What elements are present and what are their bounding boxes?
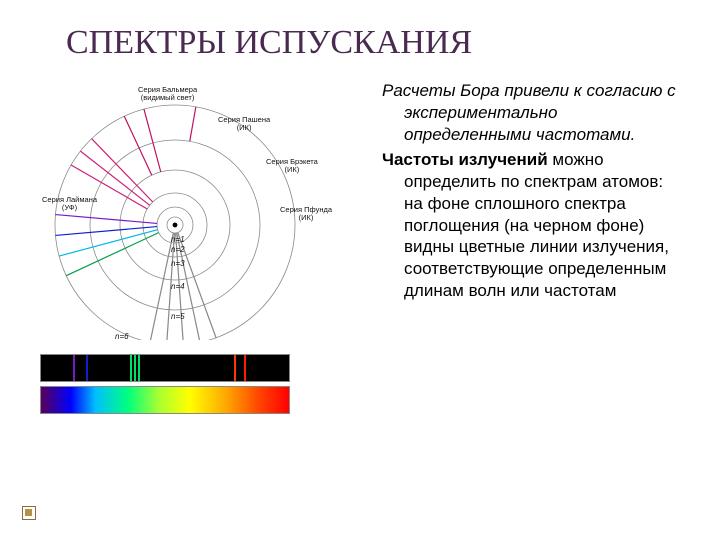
diagram-label: Серия Брэкета(ИК) (266, 158, 318, 174)
diagram-label: n=6 (115, 333, 129, 341)
page-title: СПЕКТРЫ ИСПУСКАНИЯ (66, 24, 680, 62)
emission-spectrum (40, 354, 290, 382)
emission-line (134, 355, 136, 381)
left-column: n=1 n=2 n=3 n=4 n=5 n=6 Серия Бальмера(видимый… (40, 80, 340, 418)
continuous-spectrum (40, 386, 290, 414)
bohr-series-diagram: n=1 n=2 n=3 n=4 n=5 n=6 Серия Бальмера(видимый… (40, 80, 340, 340)
emission-line (130, 355, 132, 381)
diagram-label: Серия Пфунда(ИК) (280, 206, 332, 222)
content-row: n=1 n=2 n=3 n=4 n=5 n=6 Серия Бальмера(видимый… (40, 80, 680, 418)
spectrum-stack (40, 354, 290, 414)
emission-line (73, 355, 75, 381)
emission-line (86, 355, 88, 381)
slide: СПЕКТРЫ ИСПУСКАНИЯ n=1 n=2 n=3 n=4 n=5 n=6 Сер… (0, 0, 720, 540)
diagram-label: n=3 (171, 260, 185, 268)
diagram-label: n=5 (171, 313, 185, 321)
diagram-label: Серия Лаймана(УФ) (42, 196, 97, 212)
emission-line (244, 355, 246, 381)
diagram-label: Серия Пашена(ИК) (218, 116, 270, 132)
paragraph-1: Расчеты Бора привели к согласию с экспер… (358, 80, 680, 145)
p2-strong: Частоты излучений (382, 150, 548, 169)
diagram-label: n=2 (171, 246, 185, 254)
paragraph-2: Частоты излучений можно определить по сп… (358, 149, 680, 301)
body-text: Расчеты Бора привели к согласию с экспер… (358, 80, 680, 418)
diagram-label: n=4 (171, 283, 185, 291)
emission-line (138, 355, 140, 381)
diagram-label: Серия Бальмера(видимый свет) (138, 86, 197, 102)
slide-bullet-icon (22, 506, 34, 518)
emission-line (234, 355, 236, 381)
diagram-label: n=1 (171, 236, 185, 244)
p2-rest: можно определить по спектрам атомов: на … (404, 150, 669, 300)
